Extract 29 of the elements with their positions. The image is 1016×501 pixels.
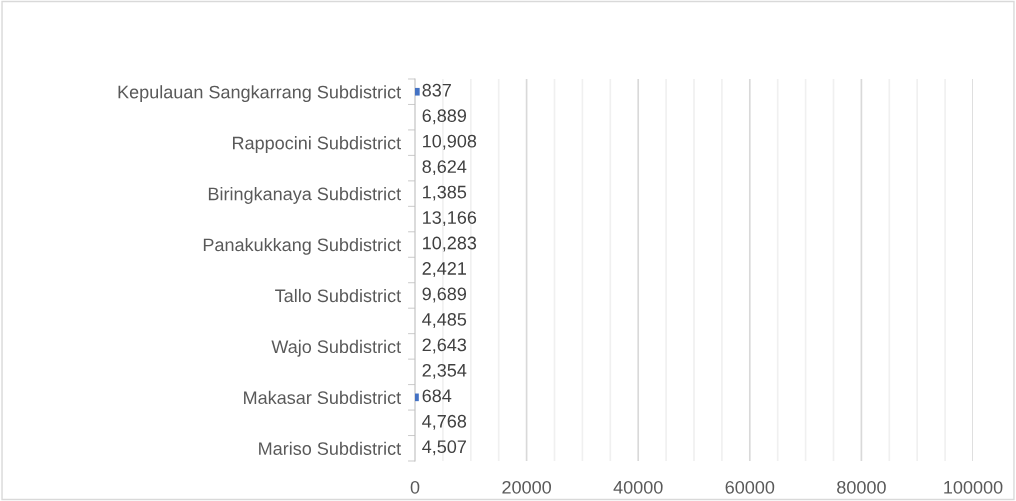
y-tick-label: Makasar Subdistrict (244, 390, 401, 405)
y-tick-label: Biringkanaya Subdistrict (208, 187, 401, 204)
x-tick-label: 80000 (837, 480, 886, 494)
y-tick-label: Mariso Subdistrict (259, 441, 401, 455)
x-tick-label: 0 (410, 480, 420, 494)
text: 6,889 (422, 109, 467, 125)
y-tick-label: Kepulauan Sangkarrang Subdistrict (118, 85, 401, 103)
data-label: 837 (422, 83, 451, 97)
text: 2,643 (422, 338, 467, 354)
text: 4,768 (422, 414, 467, 430)
text: 13,166 (423, 211, 477, 227)
y-tick-label: Wajo Subdistrict (271, 339, 401, 357)
text: 10,283 (423, 236, 477, 252)
text: 4,507 (422, 440, 466, 456)
text: 1,385 (423, 185, 467, 201)
x-tick-label: 40000 (613, 480, 663, 494)
y-tick-label: Panakukkang Subdistrict (203, 237, 401, 255)
x-tick-label: 60000 (725, 480, 775, 494)
x-tick-label: 100000 (944, 480, 1003, 494)
text: 2,354 (422, 363, 467, 379)
text: 2,421 (422, 262, 466, 277)
data-label: 684 (422, 389, 452, 403)
text: 8,624 (422, 160, 467, 176)
text: 4,485 (422, 312, 467, 328)
text: 10,908 (423, 134, 477, 150)
y-tick-label: Rappocini Subdistrict (232, 136, 401, 153)
text: 9,689 (422, 287, 467, 303)
x-tick-label: 20000 (502, 480, 551, 494)
y-tick-label: Tallo Subdistrict (275, 288, 401, 303)
